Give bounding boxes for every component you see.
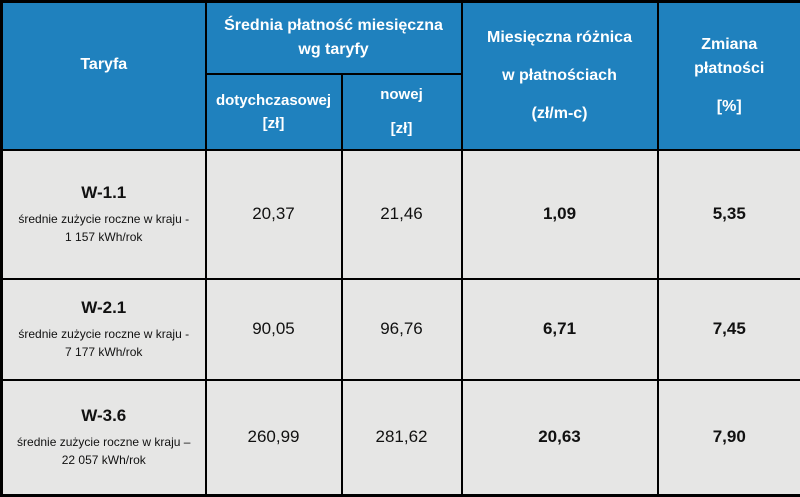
header-change-line2: płatności (694, 57, 764, 81)
tariff-name: W-2.1 (81, 298, 126, 318)
header-change-unit: [%] (717, 95, 742, 119)
header-avg-monthly-payment-group: Średnia płatność miesięczna wg taryfy (206, 2, 462, 74)
payment-change-value: 7,90 (658, 380, 800, 496)
header-monthly-difference: Miesięczna różnica w płatnościach (zł/m-… (462, 2, 658, 150)
previous-payment-value: 260,99 (206, 380, 342, 496)
tariff-subtitle-line1: średnie zużycie roczne w kraju - (18, 325, 189, 343)
tariff-subtitle-line1: średnie zużycie roczne w kraju – (17, 433, 190, 451)
header-new-label: nowej (380, 83, 423, 106)
tariff-name: W-1.1 (81, 183, 126, 203)
monthly-difference-value: 6,71 (462, 279, 658, 380)
tariff-subtitle-line2: 1 157 kWh/rok (18, 228, 189, 246)
header-new-unit: [zł] (391, 117, 413, 140)
table-row-w21: W-2.1 średnie zużycie roczne w kraju - 7… (2, 279, 800, 380)
header-payment-change: Zmiana płatności [%] (658, 2, 800, 150)
header-new-payment: nowej [zł] (342, 74, 462, 150)
tariff-subtitle-line2: 7 177 kWh/rok (18, 343, 189, 361)
header-previous-payment: dotychczasowej [zł] (206, 74, 342, 150)
payment-change-value: 7,45 (658, 279, 800, 380)
header-diff-line2: w płatnościach (502, 65, 617, 87)
table-row-w11: W-1.1 średnie zużycie roczne w kraju - 1… (2, 150, 800, 279)
new-payment-value: 96,76 (342, 279, 462, 380)
monthly-difference-value: 1,09 (462, 150, 658, 279)
header-change-line1: Zmiana (701, 33, 757, 57)
header-tariff-label: Taryfa (80, 56, 127, 74)
previous-payment-value: 90,05 (206, 279, 342, 380)
tariff-subtitle-line1: średnie zużycie roczne w kraju - (18, 210, 189, 228)
tariff-cell-w11: W-1.1 średnie zużycie roczne w kraju - 1… (2, 150, 206, 279)
header-avg-payment-line2: wg taryfy (298, 38, 368, 62)
header-previous-unit: [zł] (263, 112, 285, 135)
header-diff-line1: Miesięczna różnica (487, 27, 632, 49)
tariff-cell-w21: W-2.1 średnie zużycie roczne w kraju - 7… (2, 279, 206, 380)
header-diff-line3: (zł/m-c) (532, 103, 588, 125)
payment-change-value: 5,35 (658, 150, 800, 279)
header-previous-label: dotychczasowej (216, 89, 331, 112)
tariff-name: W-3.6 (81, 406, 126, 426)
new-payment-value: 21,46 (342, 150, 462, 279)
tariff-cell-w36: W-3.6 średnie zużycie roczne w kraju – 2… (2, 380, 206, 496)
tariff-subtitle-line2: 22 057 kWh/rok (17, 451, 190, 469)
header-tariff: Taryfa (2, 2, 206, 150)
new-payment-value: 281,62 (342, 380, 462, 496)
table-row-w36: W-3.6 średnie zużycie roczne w kraju – 2… (2, 380, 800, 496)
previous-payment-value: 20,37 (206, 150, 342, 279)
monthly-difference-value: 20,63 (462, 380, 658, 496)
header-avg-payment-line1: Średnia płatność miesięczna (224, 14, 443, 38)
